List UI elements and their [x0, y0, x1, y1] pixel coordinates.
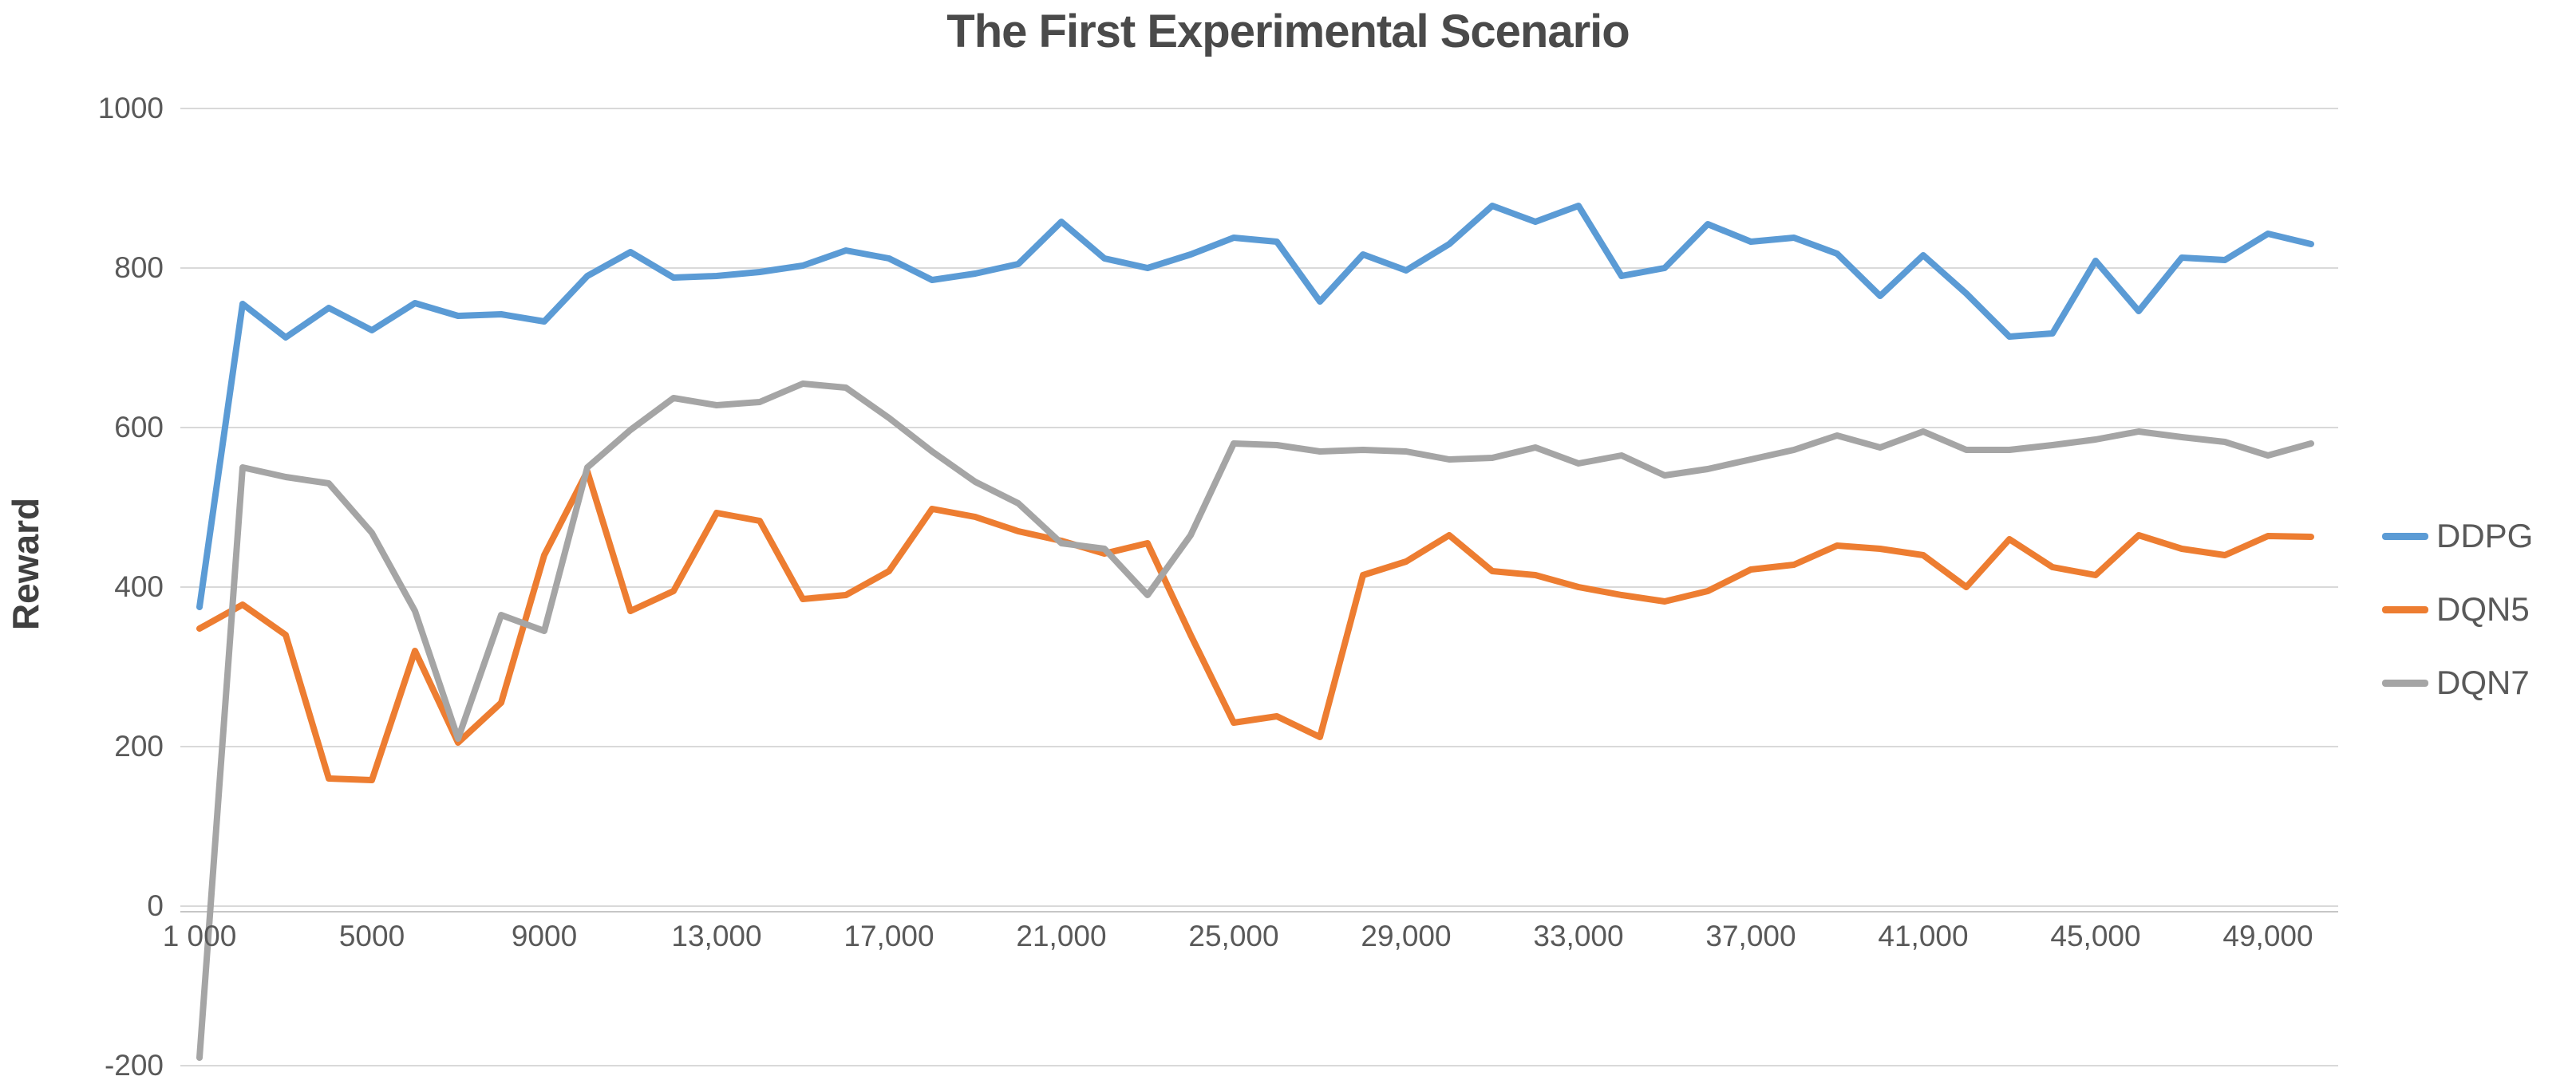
chart-title: The First Experimental Scenario [946, 6, 1630, 57]
legend-marker-ddpg-line [2382, 532, 2428, 540]
y-tick-label-1000: 1000 [97, 92, 164, 124]
y-tick-label-400: 400 [114, 570, 164, 603]
y-tick-label-600: 600 [114, 411, 164, 443]
y-tick-label-0: 0 [147, 889, 164, 922]
x-tick-label-41000: 41,000 [1878, 920, 1969, 952]
legend-item-dqn7[interactable]: DQN7 [2382, 646, 2533, 719]
legend-marker-dqn7-line [2382, 679, 2428, 687]
x-tick-label-37000: 37,000 [1705, 920, 1796, 952]
x-tick-label-1000: 1 000 [162, 920, 237, 952]
x-tick-label-9000: 9000 [511, 920, 578, 952]
x-tick-label-45000: 45,000 [2050, 920, 2141, 952]
x-tick-label-13000: 13,000 [671, 920, 762, 952]
x-tick-label-33000: 33,000 [1533, 920, 1624, 952]
legend-marker-dqn5-line [2382, 605, 2428, 613]
x-tick-label-29000: 29,000 [1361, 920, 1452, 952]
y-tick-label-800: 800 [114, 251, 164, 284]
x-tick-label-49000: 49,000 [2222, 920, 2313, 952]
legend-label-dqn7: DQN7 [2436, 664, 2530, 701]
x-tick-label-21000: 21,000 [1016, 920, 1107, 952]
legend-item-ddpg[interactable]: DDPG [2382, 499, 2533, 573]
x-tick-label-5000: 5000 [338, 920, 405, 952]
legend-label-ddpg: DDPG [2436, 517, 2534, 554]
series-line-dqn7 [196, 380, 2314, 1061]
legend-label-dqn5: DQN5 [2436, 590, 2530, 628]
x-tick-label-17000: 17,000 [844, 920, 934, 952]
y-tick-label-200: 200 [114, 730, 164, 763]
legend: DDPG DQN5 DQN7 [2382, 499, 2533, 719]
x-tick-label-25000: 25,000 [1188, 920, 1279, 952]
y-tick-label--200: -200 [104, 1049, 164, 1082]
series-line-ddpg [196, 203, 2314, 610]
legend-item-dqn5[interactable]: DQN5 [2382, 573, 2533, 646]
series-line-dqn5 [196, 468, 2314, 783]
